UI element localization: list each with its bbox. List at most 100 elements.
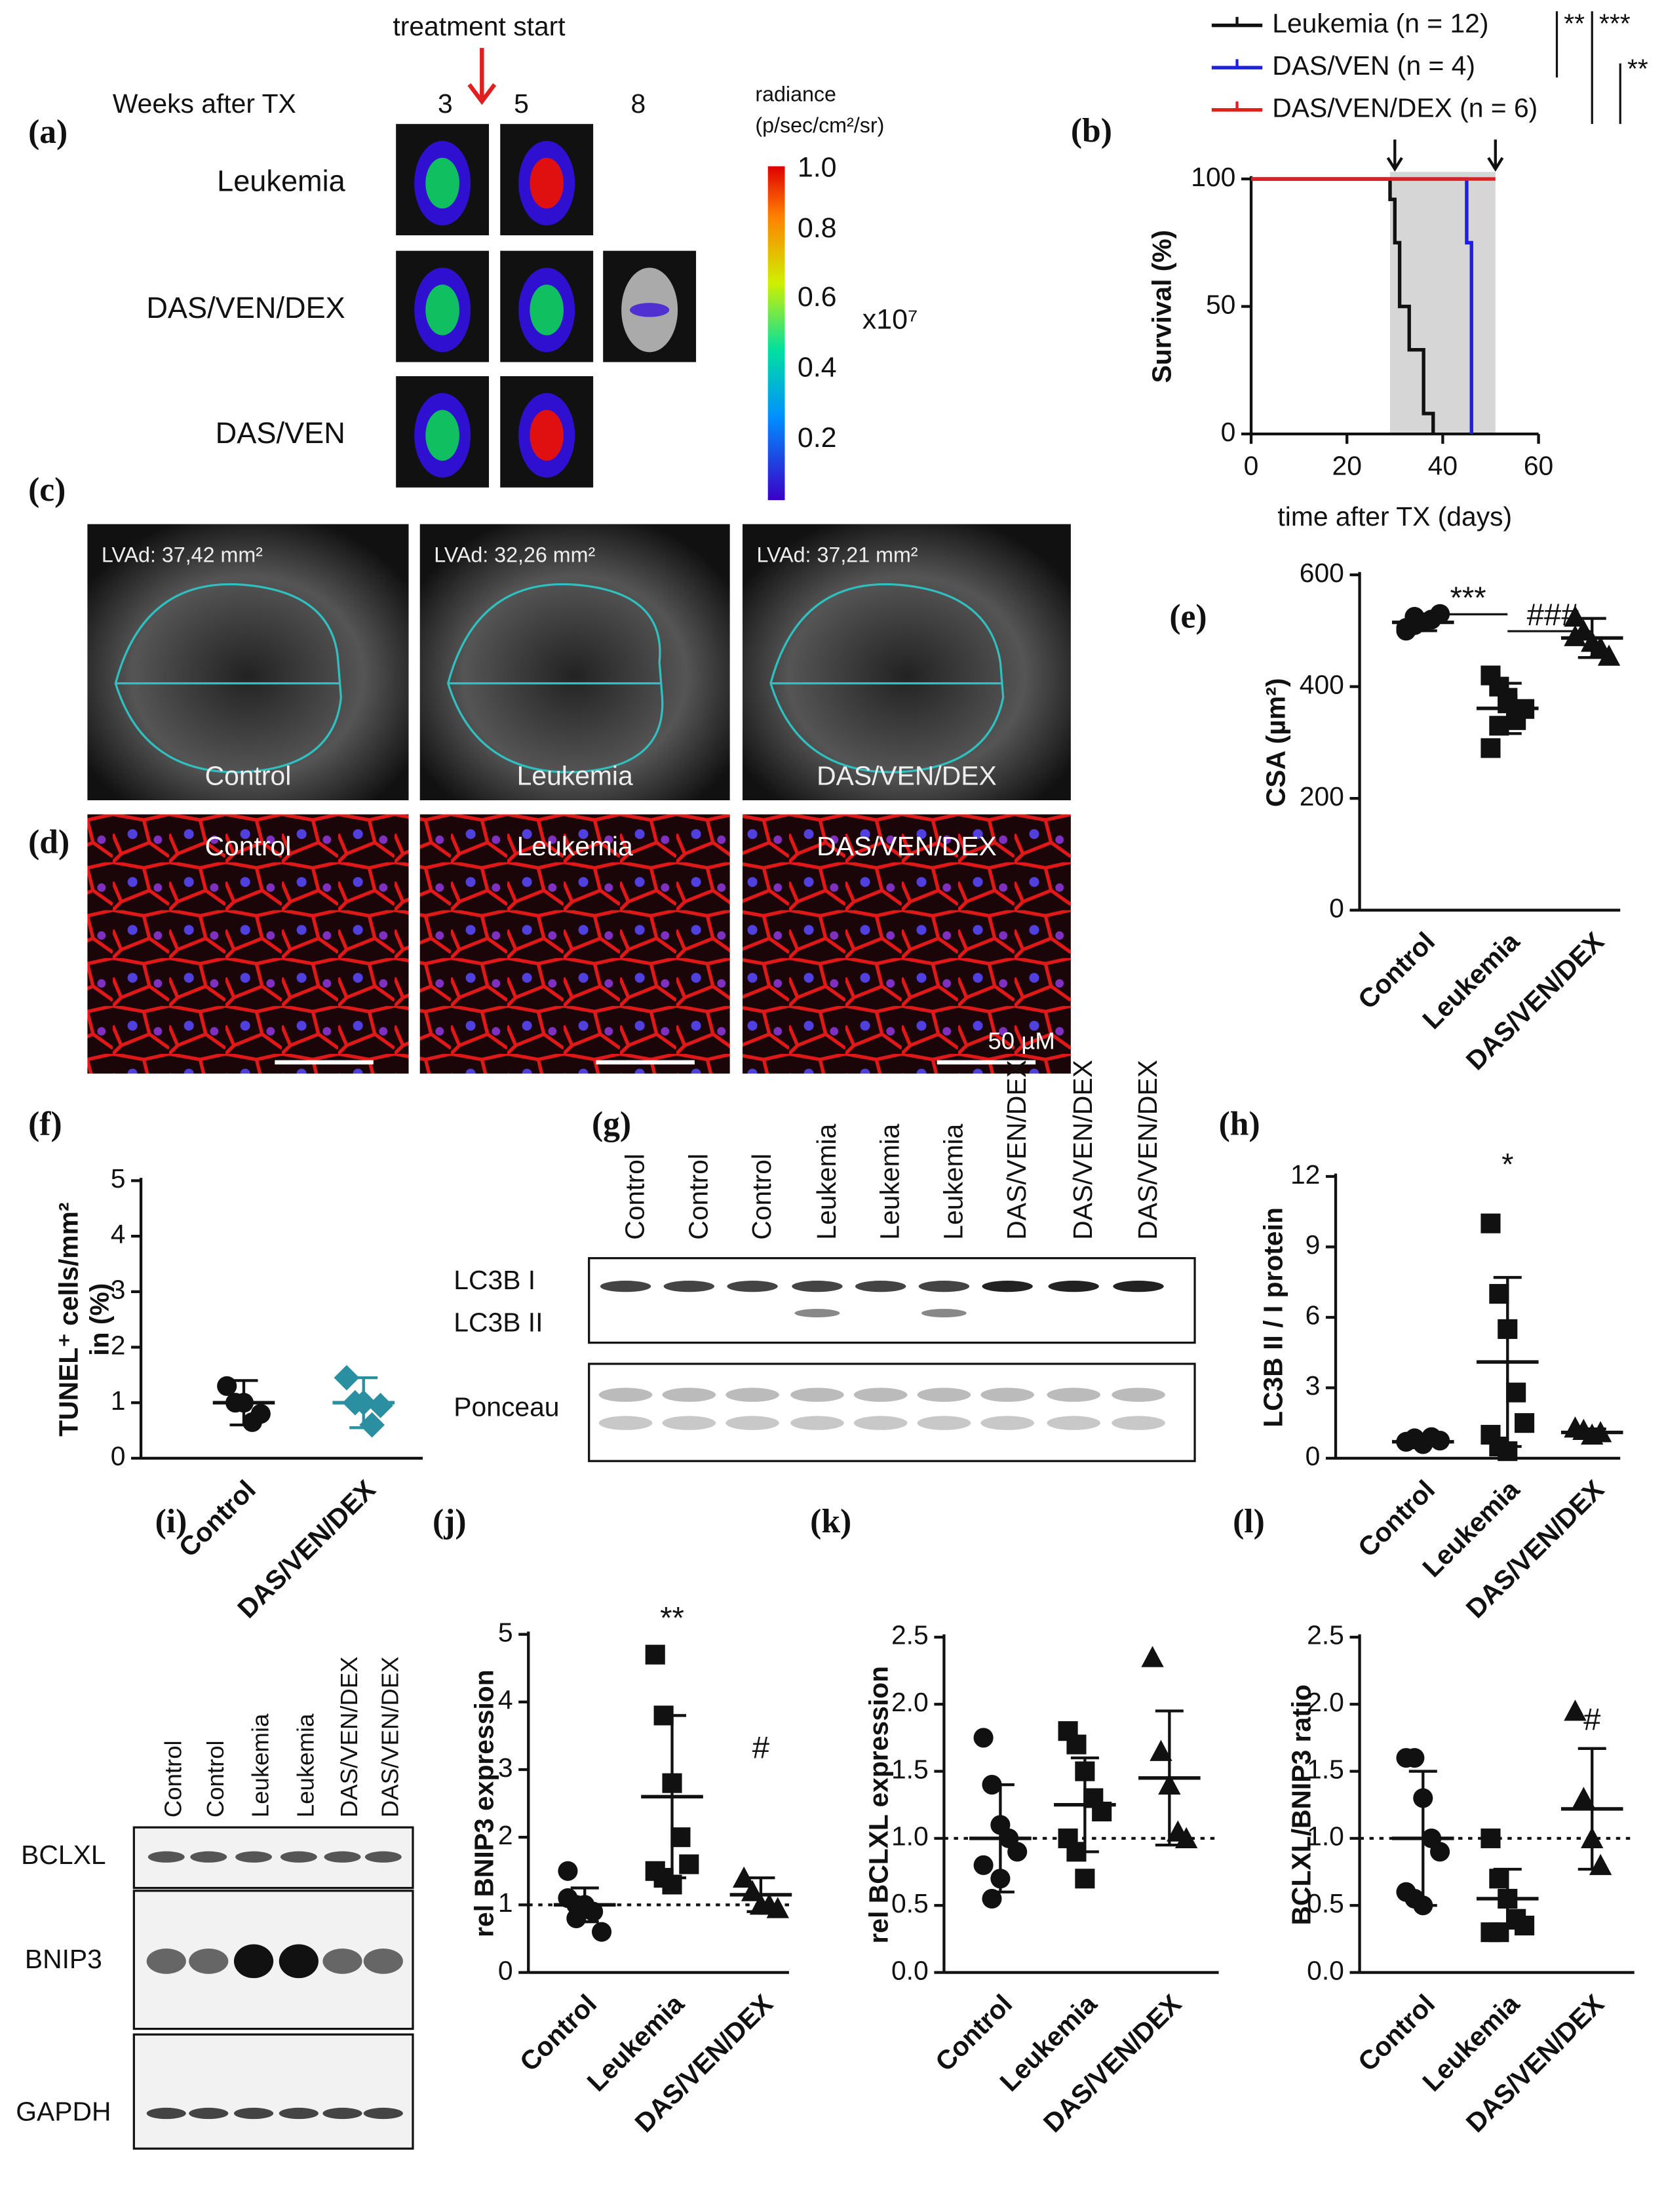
error-bar: [1408, 1770, 1437, 1907]
image-label: DAS/VEN/DEX: [817, 760, 997, 790]
error-bar: [746, 1876, 775, 1913]
y-tick-label: 0.0: [1307, 1955, 1344, 1985]
point: [1489, 1284, 1509, 1304]
lane-label: DAS/VEN/DEX: [1068, 1060, 1098, 1240]
error-bar: [1577, 1427, 1606, 1438]
band: [322, 2107, 362, 2120]
colorbar-unit: x10⁷: [862, 303, 918, 335]
annotation: treatment start: [393, 11, 566, 41]
error-bar: [658, 1714, 687, 1880]
row-label: DAS/VEN/DEX: [146, 291, 345, 324]
y-tick-label: 4: [498, 1685, 513, 1715]
y-tick-label: 0: [498, 1955, 513, 1985]
point: [583, 1901, 604, 1922]
point: [1141, 1646, 1164, 1667]
band: [663, 1281, 715, 1292]
y-axis-label: CSA (µm²): [1261, 678, 1291, 807]
band: [1112, 1387, 1165, 1402]
y-tick-label: 2.5: [1307, 1620, 1344, 1650]
band: [598, 1416, 653, 1430]
band: [790, 1387, 844, 1402]
band: [917, 1387, 971, 1402]
point: [973, 1728, 994, 1748]
point: [1564, 605, 1587, 627]
point: [645, 1644, 665, 1665]
y-tick-label: 0: [1329, 893, 1344, 923]
panel-label: (k): [810, 1503, 851, 1540]
band: [1113, 1281, 1164, 1292]
band: [662, 1387, 716, 1402]
band: [855, 1281, 906, 1292]
y-tick-label: 100: [1191, 162, 1235, 192]
lane-label: Control: [202, 1740, 229, 1817]
histology-image: [419, 814, 730, 1074]
annotation: #: [1583, 1702, 1601, 1737]
arrow: [467, 48, 497, 106]
annotation: *: [1501, 1147, 1513, 1182]
blot: [588, 1257, 1196, 1344]
x-tick-label: Control: [514, 1989, 602, 2077]
y-tick-label: 3: [111, 1275, 126, 1305]
band: [363, 1949, 403, 1974]
colorbar-title: (p/sec/cm²/sr): [755, 113, 884, 137]
error-bar: [1070, 1756, 1099, 1853]
y-tick-label: 2.0: [1307, 1687, 1344, 1717]
point: [1430, 1842, 1450, 1862]
y-axis-label: rel BCLXL expression: [863, 1666, 893, 1944]
signal: [425, 284, 459, 336]
band: [726, 1387, 779, 1402]
y-tick-label: 5: [111, 1163, 126, 1193]
panel-label: (e): [1169, 598, 1207, 636]
colorbar-tick-label: 0.4: [798, 352, 837, 383]
header: Weeks after TX: [113, 88, 296, 119]
y-tick-label: 1.0: [1307, 1821, 1344, 1852]
band: [794, 1309, 840, 1317]
band: [233, 2107, 274, 2120]
y-tick-label: 2.5: [891, 1620, 929, 1650]
band: [324, 1851, 361, 1863]
y-tick-label: 400: [1300, 669, 1344, 699]
signal: [530, 157, 564, 209]
y-axis-label: Survival (%): [1147, 230, 1177, 383]
band: [921, 1309, 967, 1317]
image-label: Leukemia: [517, 760, 633, 790]
point: [1597, 644, 1621, 666]
band: [600, 1281, 651, 1292]
y-tick-label: 0: [1306, 1441, 1321, 1471]
panel-label: (f): [28, 1106, 62, 1143]
band: [280, 1851, 317, 1863]
band: [189, 2107, 229, 2120]
panel-label: (d): [28, 824, 69, 861]
ventricle-trace: [447, 583, 664, 773]
point: [368, 1393, 393, 1418]
y-tick-label: 5: [498, 1617, 513, 1647]
band: [917, 1416, 971, 1430]
colorbar-title: radiance: [755, 83, 836, 106]
error-bar: [1577, 1747, 1606, 1871]
point: [566, 1908, 587, 1929]
panel-label: (g): [592, 1106, 631, 1143]
legend-label: DAS/VEN/DEX (n = 6): [1272, 92, 1538, 123]
band: [146, 2107, 186, 2120]
lane-label: Control: [746, 1154, 777, 1240]
error-bar: [1408, 1437, 1437, 1447]
band: [363, 2107, 403, 2120]
y-tick-label: 6: [1306, 1300, 1321, 1330]
point: [591, 1922, 612, 1942]
x-axis-label: time after TX (days): [1277, 501, 1512, 532]
point: [1515, 1915, 1535, 1935]
y-tick-label: 1: [498, 1888, 513, 1918]
band: [235, 1851, 273, 1863]
legend-label: DAS/VEN (n = 4): [1272, 50, 1475, 81]
lane-label: Control: [620, 1154, 650, 1240]
band: [853, 1416, 908, 1430]
point: [558, 1861, 578, 1881]
ventricle-trace: [114, 583, 342, 773]
band: [792, 1281, 843, 1292]
echo-image: [87, 524, 409, 801]
point: [250, 1404, 271, 1424]
x-tick-label: 60: [1524, 450, 1553, 480]
lane-label: Leukemia: [811, 1123, 842, 1239]
band: [146, 1949, 186, 1974]
blot: [588, 1363, 1196, 1462]
